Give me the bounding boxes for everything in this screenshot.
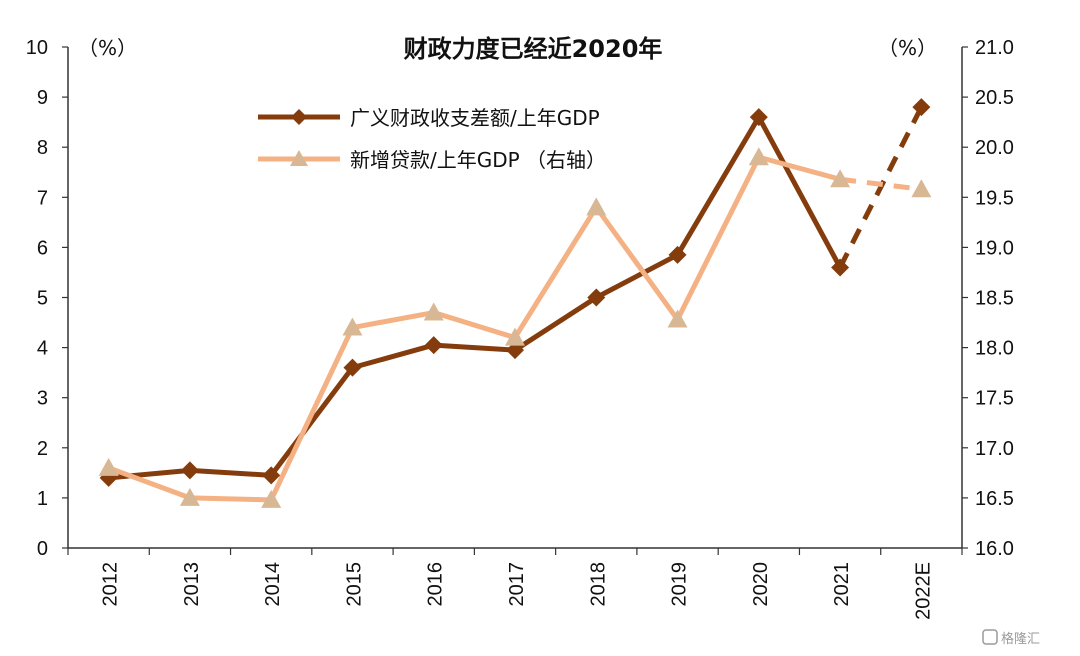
right-tick-label: 20.5 [975,87,1014,109]
right-tick-label: 16.5 [975,488,1014,510]
data-point-fiscal [424,336,443,355]
left-tick-label: 1 [37,488,48,510]
chart-title: 财政力度已经近2020年 [404,35,663,63]
legend-marker-fiscal [291,109,307,125]
data-point-loans [586,197,607,216]
watermark-text: 格隆汇 [1001,631,1040,647]
right-tick-label: 18.0 [975,338,1014,360]
legend-label-loans: 新增贷款/上年GDP （右轴） [350,148,606,172]
x-tick-label: 2017 [506,562,528,607]
series-line-loans [107,154,841,503]
data-point-fiscal [180,461,199,480]
left-tick-label: 2 [37,438,48,460]
right-tick-label: 19.5 [975,187,1014,209]
legend: 广义财政收支差额/上年GDP 新增贷款/上年GDP （右轴） [258,106,606,172]
data-point-fiscal [831,258,850,277]
right-tick-label: 19.0 [975,237,1014,259]
data-point-loans [98,457,119,476]
data-point-loans [911,179,932,198]
left-tick-label: 3 [37,388,48,410]
right-tick-label: 20.0 [975,137,1014,159]
left-tick-label: 9 [37,87,48,109]
gelonghui-logo-icon [982,629,998,645]
left-tick-label: 8 [37,137,48,159]
right-tick-label: 17.0 [975,438,1014,460]
data-point-fiscal [749,108,768,127]
data-point-loans [830,169,851,188]
x-axis-ticks: 2012 2013 2014 2015 2016 2017 2018 2019 2020 2021… [67,548,963,620]
left-tick-label: 7 [37,187,48,209]
data-point-loans [179,487,200,506]
series-line-fiscal [108,114,843,481]
series-line-dashed-fiscal [837,105,924,269]
x-tick-label: 2019 [669,562,691,607]
watermark: 格隆汇 [982,629,1040,647]
x-tick-label: 2013 [181,562,203,607]
x-tick-label: 2020 [750,562,772,607]
data-point-fiscal [506,341,524,360]
right-tick-label: 16.0 [975,538,1014,560]
left-axis-ticks: 0 1 2 3 4 5 6 7 8 9 10 [26,37,68,560]
left-tick-label: 0 [37,538,48,560]
data-point-fiscal [587,288,606,307]
legend-item-fiscal: 广义财政收支差额/上年GDP [258,106,600,130]
data-point-loans [748,147,769,166]
legend-label-fiscal: 广义财政收支差额/上年GDP [350,106,600,130]
x-tick-label: 2022E [912,562,934,620]
data-point-loans [667,309,688,328]
right-tick-label: 17.5 [975,388,1014,410]
x-tick-label: 2012 [100,562,122,607]
legend-marker-loans [290,150,308,166]
x-tick-label: 2016 [425,562,447,607]
series-layer [98,98,932,508]
x-tick-label: 2021 [831,562,853,607]
data-point-fiscal [343,358,362,377]
data-point-loans [423,302,444,321]
data-point-fiscal [912,98,931,117]
x-tick-label: 2015 [343,562,365,607]
x-tick-label: 2018 [587,562,609,607]
series-line-dashed-loans [839,176,922,192]
data-point-loans [261,489,282,508]
x-tick-label: 2014 [262,562,284,607]
right-tick-label: 18.5 [975,288,1014,310]
legend-item-loans: 新增贷款/上年GDP （右轴） [258,148,606,172]
left-tick-label: 10 [26,37,48,59]
left-tick-label: 4 [37,338,48,360]
right-tick-label: 21.0 [975,37,1014,59]
right-axis-ticks: 16.0 16.5 17.0 17.5 18.0 18.5 19.0 19.5 20.0 20.5… [962,37,1014,560]
data-point-fiscal [668,245,687,264]
data-point-fiscal [262,466,281,485]
left-tick-label: 5 [37,288,48,310]
left-axis-unit: （%） [78,36,137,60]
data-point-loans [342,317,363,336]
left-tick-label: 6 [37,237,48,259]
data-point-loans [505,327,525,346]
right-axis-unit: （%） [878,36,937,60]
